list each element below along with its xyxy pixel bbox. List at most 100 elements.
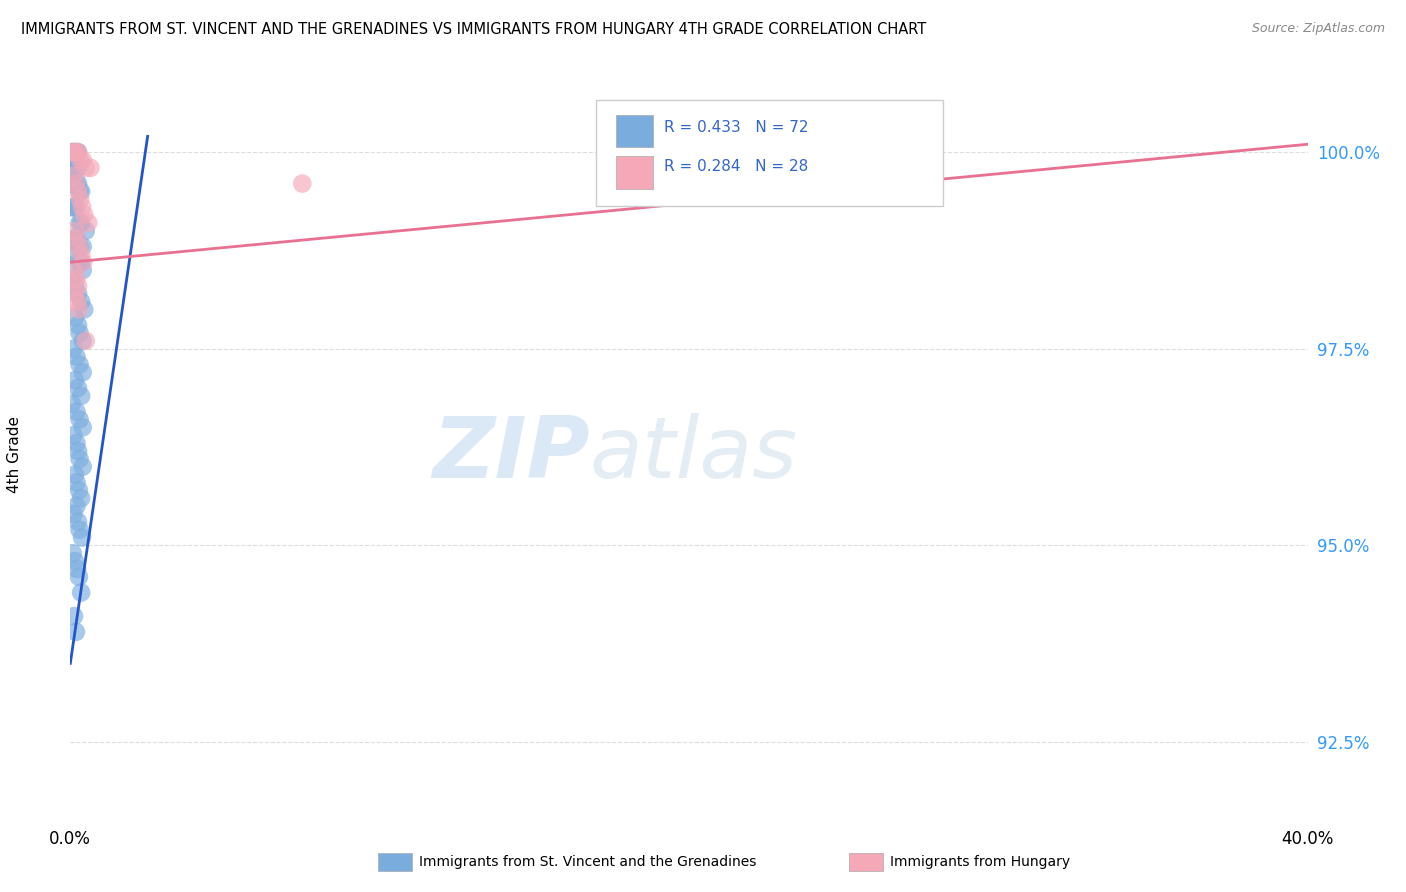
Point	[62, 263, 84, 277]
Point	[70, 294, 93, 309]
Point	[70, 216, 93, 230]
Point	[72, 420, 94, 434]
Point	[62, 169, 84, 183]
Point	[69, 239, 91, 253]
Text: Immigrants from Hungary: Immigrants from Hungary	[890, 855, 1070, 869]
Point	[67, 161, 90, 175]
Point	[75, 334, 97, 348]
Point	[69, 326, 91, 340]
Point	[70, 200, 93, 214]
FancyBboxPatch shape	[616, 156, 652, 189]
Point	[291, 177, 314, 191]
Point	[72, 255, 94, 269]
Point	[60, 161, 83, 175]
Point	[72, 334, 94, 348]
Point	[63, 609, 86, 624]
Point	[70, 255, 93, 269]
Point	[60, 145, 83, 160]
Point	[72, 239, 94, 253]
Point	[63, 177, 86, 191]
Point	[65, 200, 87, 214]
Point	[62, 546, 84, 560]
Point	[65, 145, 87, 160]
Text: R = 0.284   N = 28: R = 0.284 N = 28	[664, 159, 808, 174]
Point	[67, 185, 90, 199]
Point	[65, 232, 87, 246]
Point	[60, 145, 83, 160]
Point	[69, 216, 91, 230]
Point	[62, 507, 84, 521]
FancyBboxPatch shape	[616, 115, 652, 147]
Point	[67, 255, 90, 269]
Point	[72, 153, 94, 167]
Point	[67, 278, 90, 293]
Point	[72, 263, 94, 277]
Point	[72, 459, 94, 474]
Point	[65, 499, 87, 513]
Point	[67, 177, 90, 191]
Point	[60, 200, 83, 214]
Point	[67, 302, 90, 317]
Point	[73, 208, 96, 222]
Point	[70, 491, 93, 505]
Text: 4th Grade: 4th Grade	[7, 417, 22, 493]
Point	[67, 145, 90, 160]
Point	[63, 224, 86, 238]
Point	[62, 177, 84, 191]
Point	[63, 247, 86, 261]
Text: ZIP: ZIP	[432, 413, 591, 497]
Point	[66, 294, 89, 309]
Point	[75, 161, 97, 175]
Point	[65, 177, 87, 191]
Point	[69, 523, 91, 537]
Point	[63, 278, 86, 293]
Point	[60, 177, 83, 191]
Point	[67, 570, 90, 584]
Point	[63, 467, 86, 482]
Point	[69, 412, 91, 426]
Text: IMMIGRANTS FROM ST. VINCENT AND THE GRENADINES VS IMMIGRANTS FROM HUNGARY 4TH GR: IMMIGRANTS FROM ST. VINCENT AND THE GREN…	[21, 22, 927, 37]
Point	[60, 271, 83, 285]
Point	[67, 145, 90, 160]
Text: R = 0.433   N = 72: R = 0.433 N = 72	[664, 120, 808, 135]
Point	[69, 185, 91, 199]
Point	[67, 239, 90, 253]
Point	[67, 444, 90, 458]
Point	[65, 475, 87, 490]
Point	[69, 153, 91, 167]
Point	[62, 145, 84, 160]
Point	[65, 350, 87, 364]
Point	[63, 145, 86, 160]
Text: Immigrants from St. Vincent and the Grenadines: Immigrants from St. Vincent and the Gren…	[419, 855, 756, 869]
Point	[65, 624, 87, 639]
Point	[62, 342, 84, 356]
Point	[65, 177, 87, 191]
Point	[66, 232, 89, 246]
FancyBboxPatch shape	[596, 100, 942, 206]
Point	[67, 381, 90, 395]
Point	[65, 161, 87, 175]
Point	[70, 531, 93, 545]
Point	[70, 585, 93, 599]
Point	[62, 232, 84, 246]
Point	[63, 310, 86, 325]
Point	[65, 436, 87, 450]
Point	[79, 161, 101, 175]
Point	[67, 286, 90, 301]
Point	[65, 405, 87, 419]
Point	[63, 373, 86, 387]
Point	[62, 428, 84, 442]
Text: atlas: atlas	[591, 413, 799, 497]
Point	[73, 302, 96, 317]
Point	[60, 397, 83, 411]
Point	[62, 161, 84, 175]
Point	[63, 554, 86, 568]
Point	[63, 286, 86, 301]
Point	[69, 192, 91, 206]
Point	[70, 247, 93, 261]
Point	[65, 271, 87, 285]
Point	[67, 483, 90, 498]
Point	[70, 389, 93, 403]
Point	[69, 358, 91, 372]
Point	[63, 161, 86, 175]
